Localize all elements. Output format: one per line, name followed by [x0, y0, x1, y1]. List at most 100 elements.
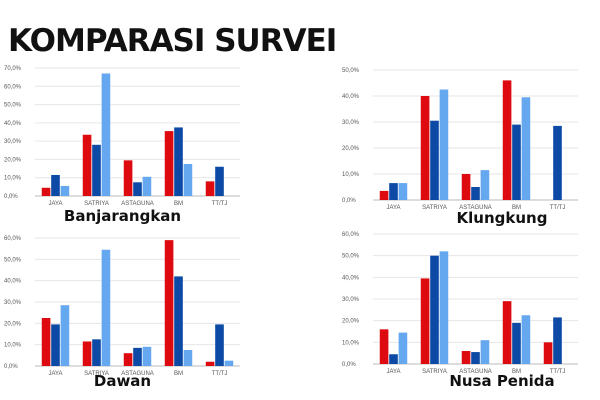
x-tick-label: BM [174, 371, 183, 377]
bar [480, 340, 490, 364]
bar [502, 301, 512, 364]
x-tick-label: JAYA [386, 369, 400, 375]
bar [123, 353, 133, 366]
x-tick-label: SATRIYA [84, 201, 109, 207]
bar [60, 185, 70, 196]
bar [521, 315, 531, 364]
x-tick-label: TT/TJ [550, 369, 566, 375]
y-tick-label: 0,0% [4, 364, 18, 370]
bar [471, 187, 480, 200]
bar [439, 251, 449, 364]
bar [512, 124, 521, 200]
y-tick-label: 40,0% [342, 94, 360, 100]
bar [174, 276, 183, 366]
x-tick-label: ASTAGUNA [121, 201, 154, 207]
x-tick-label: BM [174, 201, 183, 207]
y-tick-label: 70,0% [4, 66, 22, 72]
bar [398, 332, 408, 364]
bar [205, 181, 215, 196]
chart-panel-nusa-penida: 0,0% 10,0% 20,0% 30,0% 40,0% 50,0% 60,0% JAYA SA… [338, 228, 586, 394]
y-tick-label: 20,0% [342, 146, 360, 152]
bar [379, 190, 389, 200]
bar [51, 174, 60, 196]
x-tick-label: ASTAGUNA [459, 369, 492, 375]
chart-dawan: 0,0% 10,0% 20,0% 30,0% 40,0% 50,0% 60,0% JAYA SA… [4, 236, 240, 377]
bar [398, 183, 408, 200]
chart-banjarangkan: 0,0% 10,0% 20,0% 30,0% 40,0% 50,0% 60,0% 70,0% J… [4, 66, 240, 207]
y-tick-label: 20,0% [4, 157, 22, 163]
chart-panel-klungkung: 0,0% 10,0% 20,0% 30,0% 40,0% 50,0% JAYA SATRIYA… [338, 64, 586, 236]
bar [521, 97, 531, 200]
y-tick-label: 40,0% [4, 121, 22, 127]
bar [215, 324, 224, 366]
bar [420, 96, 430, 200]
bar [430, 120, 439, 200]
x-tick-label: BM [512, 205, 521, 211]
bar [101, 249, 111, 366]
x-tick-label: SATRIYA [422, 369, 447, 375]
y-tick-label: 50,0% [342, 68, 360, 74]
bar [174, 127, 183, 196]
bar [205, 361, 215, 366]
bar [41, 187, 51, 196]
bar [60, 305, 70, 366]
bar [82, 341, 92, 366]
y-tick-label: 30,0% [342, 297, 360, 303]
bar [553, 317, 562, 364]
x-tick-label: TT/TJ [212, 201, 228, 207]
x-tick-label: ASTAGUNA [121, 371, 154, 377]
chart-panel-dawan: 0,0% 10,0% 20,0% 30,0% 40,0% 50,0% 60,0% JAYA SA… [0, 232, 245, 394]
bar [420, 278, 430, 364]
x-tick-label: JAYA [48, 201, 62, 207]
y-tick-label: 0,0% [342, 198, 356, 204]
bar [82, 134, 92, 196]
chart-panel-banjarangkan: 0,0% 10,0% 20,0% 30,0% 40,0% 50,0% 60,0% 70,0% J… [0, 62, 245, 237]
page-title: KOMPARASI SURVEI [8, 23, 337, 59]
bar [183, 350, 193, 366]
bar [133, 182, 142, 196]
y-tick-label: 20,0% [4, 321, 22, 327]
bar [92, 144, 101, 196]
y-tick-label: 0,0% [342, 362, 356, 368]
bar [439, 89, 449, 200]
y-tick-label: 50,0% [342, 254, 360, 260]
bar [164, 240, 174, 366]
y-tick-label: 40,0% [342, 275, 360, 281]
x-tick-label: JAYA [386, 205, 400, 211]
x-tick-label: JAYA [48, 371, 62, 377]
y-tick-label: 50,0% [4, 103, 22, 109]
bar [183, 164, 193, 196]
bar [471, 352, 480, 364]
bar [224, 360, 234, 366]
y-tick-label: 60,0% [342, 232, 360, 238]
x-tick-label: TT/TJ [550, 205, 566, 211]
y-tick-label: 10,0% [342, 340, 360, 346]
bar [41, 318, 51, 366]
y-tick-label: 40,0% [4, 279, 22, 285]
bar [142, 346, 152, 366]
bar [142, 176, 152, 196]
chart-title: Dawan [93, 372, 152, 390]
bar [101, 73, 111, 196]
x-tick-label: TT/TJ [212, 371, 228, 377]
bar [480, 170, 490, 200]
y-tick-label: 20,0% [342, 319, 360, 325]
chart-title: Klungkung [456, 209, 548, 227]
x-tick-label: ASTAGUNA [459, 205, 492, 211]
chart-title: Nusa Penida [449, 372, 555, 390]
bar [512, 322, 521, 364]
y-tick-label: 0,0% [4, 194, 18, 200]
y-tick-label: 30,0% [4, 139, 22, 145]
y-tick-label: 60,0% [4, 84, 22, 90]
x-tick-label: SATRIYA [84, 371, 109, 377]
bar [461, 174, 471, 200]
y-tick-label: 30,0% [342, 120, 360, 126]
bar [215, 166, 224, 196]
y-tick-label: 50,0% [4, 257, 22, 263]
bar [389, 354, 398, 364]
y-tick-label: 60,0% [4, 236, 22, 242]
x-tick-label: SATRIYA [422, 205, 447, 211]
bar [51, 324, 60, 366]
bar [543, 342, 553, 364]
bar [389, 183, 398, 200]
